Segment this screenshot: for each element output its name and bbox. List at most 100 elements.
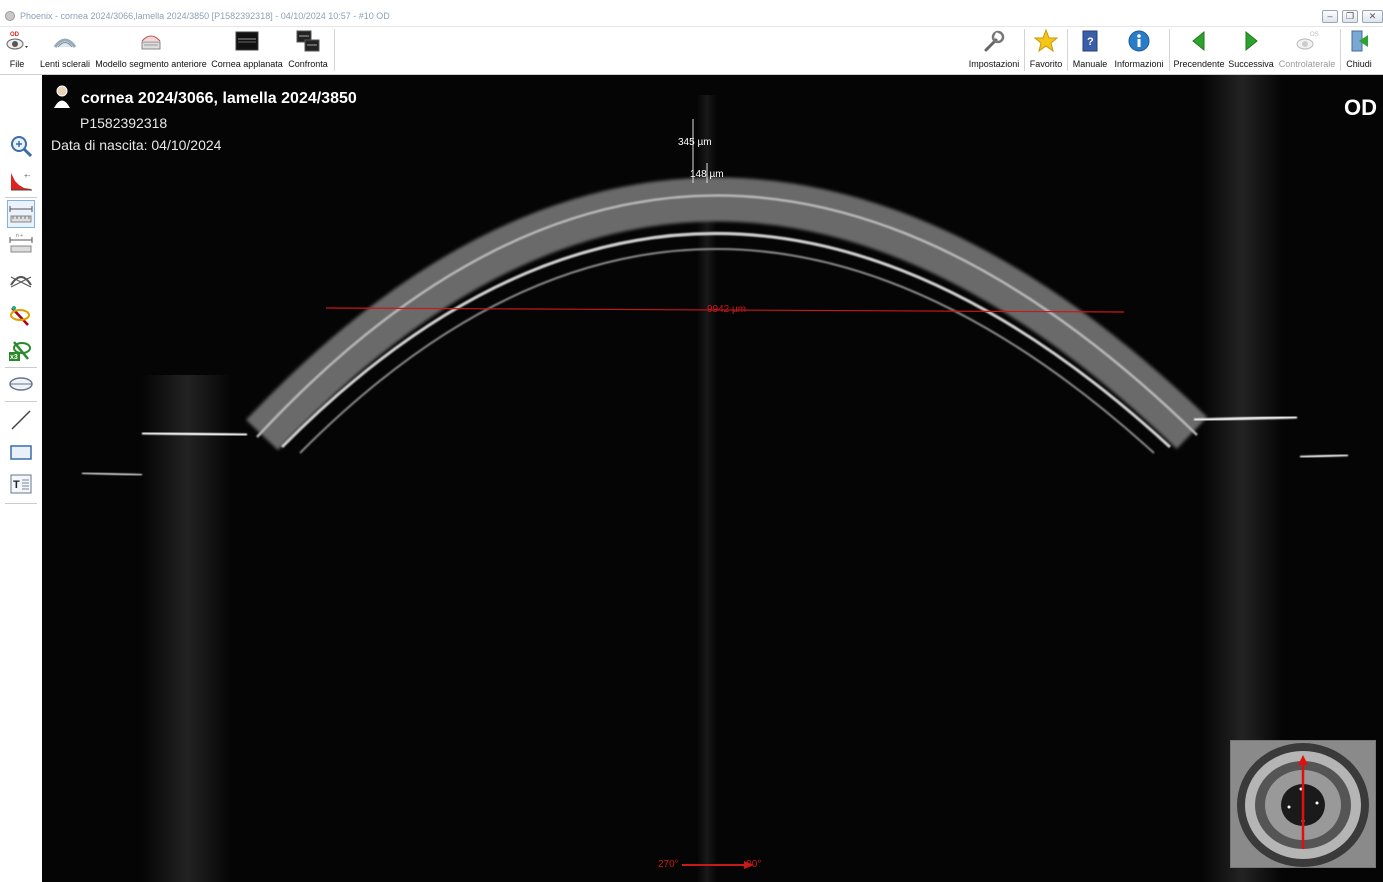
title-bar: Phoenix - cornea 2024/3066,lamella 2024/… [0,8,1383,27]
sidebar-separator [5,197,37,198]
information-button[interactable]: Informazioni [1112,27,1166,73]
angle-tool[interactable] [8,265,34,291]
x3-badge: x3 [10,354,18,361]
caliper-tool[interactable] [7,200,35,228]
patient-id: P1582392318 [80,115,168,131]
scan-line-arrowhead [1298,755,1308,765]
svg-text:+-: +- [24,173,31,180]
patient-icon [54,85,70,108]
zoom-tool[interactable] [8,133,34,159]
manual-button[interactable]: ? Manuale [1070,27,1110,73]
restore-button[interactable]: ❐ [1342,10,1358,23]
main-toolbar: OD File Lenti sclerali Modello segmento … [0,27,1383,75]
contralateral-label: Controlaterale [1278,59,1336,69]
svg-text:n +: n + [16,233,23,239]
scan-direction-from: 270° [658,859,679,870]
od-badge: OD [10,32,20,38]
scleral-lenses-button[interactable]: Lenti sclerali [39,27,91,73]
svg-text:?: ? [1087,36,1094,48]
line-tool[interactable] [8,407,34,433]
close-app-button[interactable]: Chiudi [1342,27,1376,73]
magic-measure-x3-icon: x3 [9,341,31,361]
app-icon [5,11,15,21]
lens-shape-icon [9,377,33,391]
window-title: Phoenix - cornea 2024/3066,lamella 2024/… [20,11,390,21]
toolbar-separator [1024,29,1025,71]
patient-name: cornea 2024/3066, lamella 2024/3850 [81,90,357,107]
scleral-lens-icon [53,38,77,48]
contralateral-button[interactable]: OS Controlaterale [1277,27,1337,73]
line-icon [11,410,31,430]
scan-artifact-center [697,95,717,882]
toolbar-separator [1067,29,1068,71]
compare-label: Confronta [288,59,328,69]
flattened-cornea-button[interactable]: Cornea applanata [211,27,283,73]
svg-text:OS: OS [1310,32,1319,38]
toolbar-separator [1169,29,1170,71]
wrench-icon [984,30,1005,52]
favorite-label: Favorito [1029,59,1063,69]
scan-direction-labels: 270° 90° [658,859,761,870]
flattened-cornea-label: Cornea applanata [211,59,283,69]
contralateral-icon: OS [1296,32,1319,50]
sidebar-separator [5,367,37,368]
histogram-tool[interactable]: +- [8,167,34,193]
eye-indicator: OD [1344,95,1377,120]
information-label: Informazioni [1114,59,1164,69]
anterior-segment-model-button[interactable]: Modello segmento anteriore [95,27,207,73]
next-button[interactable]: Successiva [1228,27,1274,73]
minimize-button[interactable]: – [1322,10,1338,23]
magic-measure-icon [10,306,30,326]
toolbar-separator [334,29,335,71]
scan-artifact-left [142,375,232,882]
rectangle-tool[interactable] [8,439,34,465]
exit-door-icon [1351,30,1368,52]
text-icon: T [10,474,32,494]
auto-measure-tool[interactable] [8,303,34,329]
iris-thumbnail-image [1231,741,1375,867]
oct-scan-viewer[interactable]: cornea 2024/3066, lamella 2024/3850 P158… [42,75,1383,882]
holder-reflection-right-2 [1299,453,1349,459]
holder-reflection-left [141,431,248,437]
text-tool-glyph: T [13,479,20,491]
file-label: File [9,59,25,69]
text-tool[interactable]: T [8,471,34,497]
tool-sidebar: +- n + [0,75,43,882]
help-book-icon: ? [1082,30,1098,52]
toolbar-separator [1340,29,1341,71]
previous-button[interactable]: Precendente [1172,27,1226,73]
lamella-interface [280,232,1172,449]
histogram-icon: +- [11,173,32,191]
diameter-label: 9942 µm [707,304,747,315]
caliper-multi-icon: n + [9,233,33,253]
auto-measure-x3-tool[interactable]: x3 [8,337,34,363]
patient-dob: Data di nascita: 04/10/2024 [51,137,222,153]
lamella-thickness-label: 148 µm [690,169,724,180]
iris-thumbnail[interactable] [1230,740,1376,868]
cornea-anterior-surface [256,194,1198,438]
total-thickness-label: 345 µm [678,137,712,148]
star-icon [1034,29,1058,53]
settings-label: Impostazioni [968,59,1020,69]
cornea-outer-band [245,177,1208,451]
close-button[interactable]: ✕ [1362,10,1383,23]
settings-button[interactable]: Impostazioni [967,27,1021,73]
scan-direction-arrowhead [744,861,754,869]
anterior-segment-icon [141,35,161,50]
manual-label: Manuale [1072,59,1108,69]
close-app-label: Chiudi [1346,59,1372,69]
favorite-button[interactable]: Favorito [1027,27,1065,73]
previous-label: Precendente [1173,59,1225,69]
lens-shape-tool[interactable] [8,371,34,397]
eye-od-icon: OD [6,32,28,50]
multi-caliper-tool[interactable]: n + [8,231,34,257]
compare-button[interactable]: Confronta [286,27,330,73]
holder-reflection-right [1193,415,1298,422]
file-button[interactable]: OD File [4,27,30,73]
oct-scan-image [81,75,1349,882]
angle-icon [10,276,32,288]
arrow-left-icon [1192,30,1205,52]
next-label: Successiva [1228,59,1274,69]
holder-reflection-left-2 [81,472,143,476]
arrow-right-icon [1245,30,1258,52]
